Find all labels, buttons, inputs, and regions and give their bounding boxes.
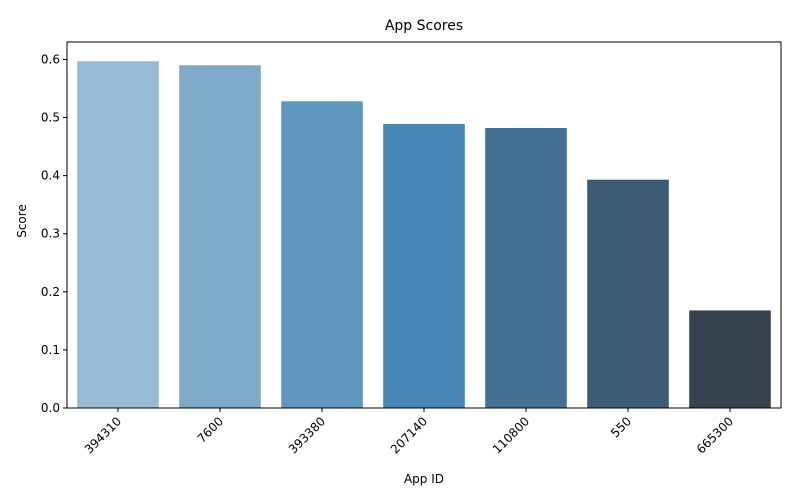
plot-frame — [66, 41, 782, 409]
y-tick-label: 0.3 — [41, 227, 60, 241]
y-tick-label: 0.4 — [41, 169, 60, 183]
bar-7600 — [179, 65, 261, 408]
bar-394310 — [77, 61, 159, 409]
y-axis: 0.0 0.1 0.2 0.3 0.4 0.5 0.6 — [41, 52, 67, 415]
bar-665300 — [689, 310, 771, 408]
bar-550 — [587, 179, 669, 408]
bar-110800 — [485, 127, 567, 408]
y-tick-label: 0.5 — [41, 111, 60, 125]
x-axis-label: App ID — [404, 472, 444, 486]
x-axis: 394310 7600 393380 207140 110800 550 665300 — [82, 408, 736, 457]
y-tick-label: 0.1 — [41, 343, 60, 357]
y-tick-label: 0.2 — [41, 285, 60, 299]
x-tick-label: 207140 — [388, 414, 430, 456]
bar-207140 — [383, 123, 465, 409]
bars-group — [77, 61, 771, 409]
y-tick-label: 0.6 — [41, 52, 60, 66]
x-tick-label: 7600 — [195, 414, 226, 445]
x-tick-label: 110800 — [490, 414, 532, 456]
y-axis-label: Score — [15, 204, 29, 238]
chart-title: App Scores — [385, 18, 463, 34]
bar-393380 — [281, 101, 363, 408]
x-tick-label: 393380 — [286, 414, 328, 456]
y-tick-label: 0.0 — [41, 401, 60, 415]
x-tick-label: 394310 — [82, 414, 124, 456]
x-tick-label: 665300 — [694, 414, 736, 456]
x-tick-label: 550 — [608, 414, 634, 440]
